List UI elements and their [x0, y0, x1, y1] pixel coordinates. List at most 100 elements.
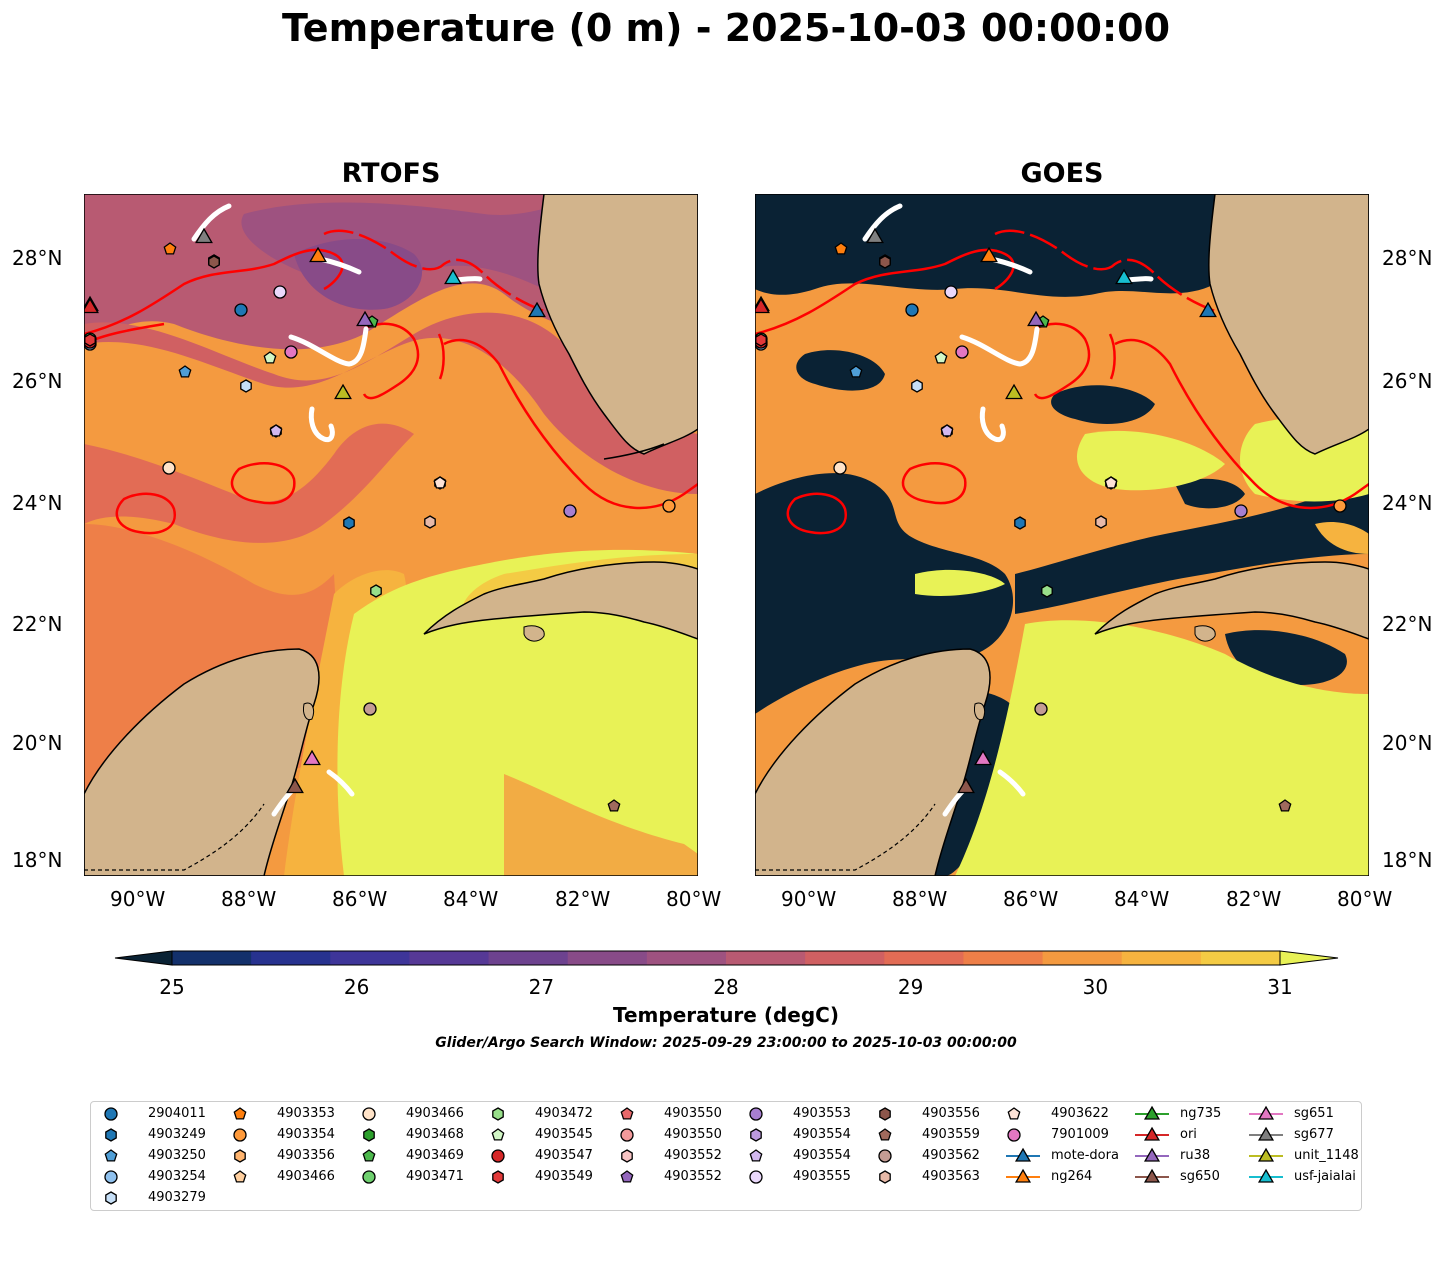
lat-tick-label: 18°N — [12, 848, 63, 872]
lat-tick-label: 24°N — [12, 491, 63, 515]
legend-label: 4903254 — [148, 1169, 206, 1184]
cozumel-island — [974, 702, 986, 721]
argo-marker-4903466 — [162, 461, 176, 475]
colorbar-tick-label: 30 — [1082, 975, 1109, 999]
isotherm-contour — [323, 229, 555, 316]
legend-marker-icon — [749, 1107, 763, 1121]
lon-tick-label: 88°W — [892, 887, 948, 911]
lon-tick-label: 86°W — [332, 887, 388, 911]
isla-juventud — [1194, 625, 1216, 642]
argo-marker-4903554 — [269, 424, 283, 437]
legend-label: sg650 — [1180, 1169, 1220, 1184]
glider-marker-sg677 — [866, 227, 884, 244]
colorbar-segment — [409, 951, 490, 965]
colorbar-segment — [172, 951, 252, 965]
argo-marker-4903279 — [911, 379, 923, 393]
glider-marker-usf-jaialai — [1115, 268, 1133, 285]
argo-marker-4903250 — [849, 365, 863, 378]
legend-label: 7901009 — [1051, 1127, 1109, 1142]
legend-marker-icon — [105, 1191, 117, 1205]
warm-patch — [1315, 522, 1369, 554]
warm-patch — [915, 569, 1005, 596]
glider-track — [1124, 276, 1154, 283]
argo-marker-2904011 — [234, 303, 248, 317]
glider-marker-mote-dora — [528, 301, 546, 318]
warm-patch — [1076, 430, 1225, 491]
colorbar-segment — [1200, 951, 1281, 965]
argo-marker-4903472 — [1041, 584, 1053, 598]
legend-marker-icon — [1249, 1168, 1283, 1183]
legend-label: 4903562 — [922, 1148, 980, 1163]
legend-label: 4903559 — [922, 1127, 980, 1142]
argo-marker-4903553 — [563, 504, 577, 518]
legend-marker-icon — [1007, 1128, 1021, 1142]
lat-tick-label: 26°N — [12, 369, 63, 393]
lon-tick-label: 84°W — [443, 887, 499, 911]
legend-marker-icon — [362, 1149, 376, 1162]
glider-track — [191, 203, 232, 242]
glider-track — [326, 769, 355, 797]
colorbar-segment — [726, 951, 806, 965]
lat-tick-label: 18°N — [1382, 848, 1433, 872]
argo-marker-4903249 — [343, 516, 355, 530]
argo-marker-4903559 — [1278, 799, 1292, 812]
colorbar-segment — [1121, 951, 1202, 965]
temp-field-30-5-south — [504, 774, 698, 876]
float-markers — [755, 227, 1347, 812]
isotherm-contour — [755, 248, 1015, 336]
argo-marker-4903249 — [1014, 516, 1026, 530]
argo-marker-4903563 — [424, 515, 436, 529]
glider-track — [979, 406, 1006, 443]
legend-label: 4903554 — [793, 1148, 851, 1163]
legend-label: 4903547 — [535, 1148, 593, 1163]
isotherm-contour — [901, 462, 967, 505]
argo-marker-4903562 — [363, 702, 377, 716]
legend-label: sg677 — [1294, 1127, 1334, 1142]
colorbar-tick-label: 28 — [713, 975, 739, 999]
colorbar-tick-label: 29 — [897, 975, 924, 999]
glider-track — [997, 769, 1026, 797]
legend-label: 4903554 — [793, 1127, 851, 1142]
cuba-land — [423, 561, 698, 640]
colorbar-extend-high — [1279, 950, 1339, 966]
temp-field-29 — [84, 312, 698, 494]
lon-tick-label: 80°W — [666, 887, 722, 911]
argo-marker-4903353 — [163, 242, 177, 255]
legend-marker-icon — [362, 1170, 376, 1184]
legend-marker-icon — [492, 1107, 504, 1121]
lon-tick-label: 86°W — [1003, 887, 1059, 911]
legend-label: 4903549 — [535, 1169, 593, 1184]
goes-map — [755, 194, 1369, 876]
legend-marker-icon — [878, 1128, 892, 1141]
legend-label: mote-dora — [1051, 1148, 1119, 1163]
florida-keys — [603, 443, 665, 460]
argo-marker-4903556 — [879, 255, 891, 269]
search-window-caption: Glider/Argo Search Window: 2025-09-29 23… — [435, 1035, 1017, 1051]
glider-marker-ru38 — [356, 310, 374, 327]
argo-marker-4903622 — [1104, 476, 1118, 489]
figure-title: Temperature (0 m) - 2025-10-03 00:00:00 — [281, 6, 1171, 50]
glider-marker-ori — [755, 297, 770, 314]
argo-marker-7901009 — [284, 345, 298, 359]
cloud-mask — [796, 350, 885, 391]
legend-marker-icon — [749, 1149, 763, 1162]
legend-label: 4903545 — [535, 1127, 593, 1142]
legend-label: 4903279 — [148, 1190, 206, 1205]
rtofs-map — [84, 194, 698, 876]
isotherm-contour — [362, 322, 420, 400]
legend-label: 4903353 — [277, 1106, 335, 1121]
legend-label: usf-jaialai — [1294, 1169, 1356, 1184]
legend-label: 4903468 — [406, 1127, 464, 1142]
colorbar-segment — [330, 951, 410, 965]
argo-marker-7901009 — [955, 345, 969, 359]
legend-label: ng264 — [1051, 1169, 1093, 1184]
legend-label: 4903555 — [793, 1169, 851, 1184]
colorbar-segment — [805, 951, 885, 965]
argo-marker-4903549 — [755, 333, 767, 347]
legend-marker-icon — [1135, 1168, 1169, 1183]
lon-tick-label: 90°W — [781, 887, 837, 911]
glider-track — [288, 326, 369, 367]
colorbar-segment — [1042, 951, 1123, 965]
isotherm-contour — [84, 248, 344, 336]
argo-marker-4903545 — [934, 351, 948, 364]
